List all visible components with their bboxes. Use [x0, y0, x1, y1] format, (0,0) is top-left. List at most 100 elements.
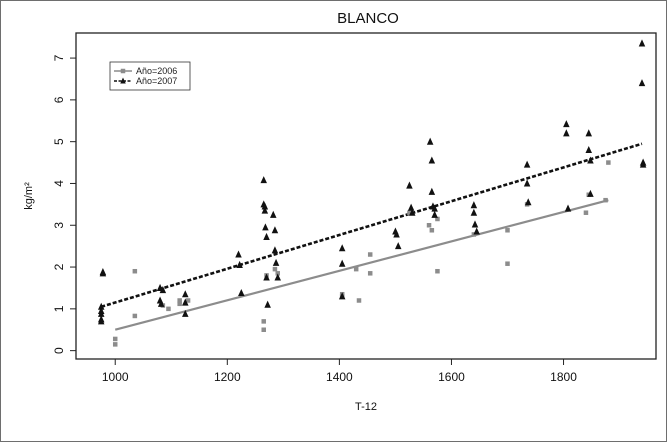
- data-point: [524, 198, 532, 206]
- data-point: [99, 269, 107, 277]
- data-point: [157, 299, 165, 307]
- data-point: [132, 313, 138, 319]
- data-point: [356, 298, 362, 303]
- data-point: [260, 176, 267, 184]
- data-point: [270, 210, 277, 218]
- data-point: [112, 342, 118, 347]
- data-point: [564, 204, 572, 212]
- data-point: [338, 244, 346, 252]
- data-point: [407, 210, 412, 215]
- data-point: [470, 208, 478, 216]
- plot-area: [75, 32, 657, 360]
- data-point: [639, 160, 647, 168]
- data-point: [505, 228, 510, 233]
- data-point: [159, 286, 167, 294]
- data-point: [236, 260, 243, 268]
- data-point: [585, 146, 593, 154]
- series-1-points: [112, 160, 611, 347]
- data-point: [272, 266, 278, 272]
- data-point: [408, 208, 416, 216]
- data-point: [271, 246, 279, 254]
- fit-lines: [100, 142, 643, 331]
- data-point: [428, 187, 436, 195]
- data-point: [638, 39, 646, 47]
- legend-marker: [120, 68, 126, 74]
- data-point: [262, 223, 269, 231]
- x-tick-label: 1200: [214, 370, 241, 384]
- data-point: [263, 273, 270, 281]
- series-2-points: [97, 39, 647, 325]
- fit-line-1: [114, 199, 609, 331]
- data-point: [583, 210, 589, 215]
- data-point: [263, 232, 270, 240]
- data-point: [407, 203, 415, 211]
- data-point: [97, 309, 105, 317]
- data-point: [367, 252, 373, 257]
- data-point: [523, 160, 531, 168]
- x-axis-label: T-12: [355, 401, 377, 413]
- data-point: [97, 317, 105, 325]
- data-point: [338, 292, 346, 300]
- y-tick-label: 5: [52, 138, 66, 145]
- data-point: [238, 288, 245, 296]
- data-point: [112, 336, 118, 342]
- data-point: [353, 266, 359, 272]
- y-tick-label: 7: [52, 54, 66, 61]
- data-point: [606, 160, 611, 165]
- y-tick-label: 0: [52, 347, 66, 354]
- data-point: [261, 202, 269, 210]
- data-point: [603, 197, 608, 203]
- data-point: [428, 156, 436, 164]
- data-point: [261, 327, 266, 332]
- data-point: [470, 201, 478, 209]
- data-point: [271, 226, 279, 234]
- data-point: [97, 302, 105, 310]
- data-point: [426, 223, 432, 228]
- data-point: [426, 137, 434, 145]
- data-point: [132, 268, 138, 274]
- data-point: [431, 204, 438, 212]
- data-point: [638, 79, 646, 87]
- data-point: [585, 129, 593, 137]
- data-point: [338, 259, 346, 267]
- data-point: [563, 129, 570, 137]
- data-point: [182, 298, 189, 306]
- y-axis-label: kg/m²: [23, 182, 35, 210]
- legend-label: Año=2007: [136, 76, 177, 86]
- data-point: [274, 273, 281, 281]
- data-point: [182, 290, 189, 298]
- data-point: [473, 227, 480, 235]
- data-point: [393, 230, 400, 238]
- fit-line-2: [100, 142, 643, 309]
- data-point: [275, 271, 280, 276]
- data-point: [587, 156, 594, 164]
- data-point: [182, 309, 189, 317]
- y-tick-label: 4: [52, 180, 66, 187]
- x-tick-label: 1000: [102, 370, 129, 384]
- legend-marker: [120, 77, 126, 84]
- y-tick-label: 1: [52, 305, 66, 312]
- data-points: [97, 39, 647, 347]
- data-point: [505, 261, 510, 266]
- y-tick-label: 3: [52, 222, 66, 229]
- data-point: [272, 258, 280, 266]
- data-point: [185, 298, 191, 303]
- data-point: [563, 120, 570, 128]
- data-point: [166, 306, 171, 312]
- legend-box: [109, 61, 191, 91]
- data-point: [587, 189, 594, 197]
- x-tick-label: 1600: [438, 370, 465, 384]
- data-point: [435, 216, 440, 222]
- x-axis: 1000 1200 1400 1600 1800: [102, 359, 577, 384]
- x-tick-label: 1800: [550, 370, 577, 384]
- data-point: [261, 206, 269, 214]
- data-point: [235, 250, 242, 258]
- data-point: [264, 300, 271, 308]
- data-point: [177, 301, 182, 307]
- data-point: [394, 242, 402, 250]
- y-tick-label: 6: [52, 96, 66, 103]
- data-point: [431, 210, 438, 218]
- y-tick-label: 2: [52, 263, 66, 270]
